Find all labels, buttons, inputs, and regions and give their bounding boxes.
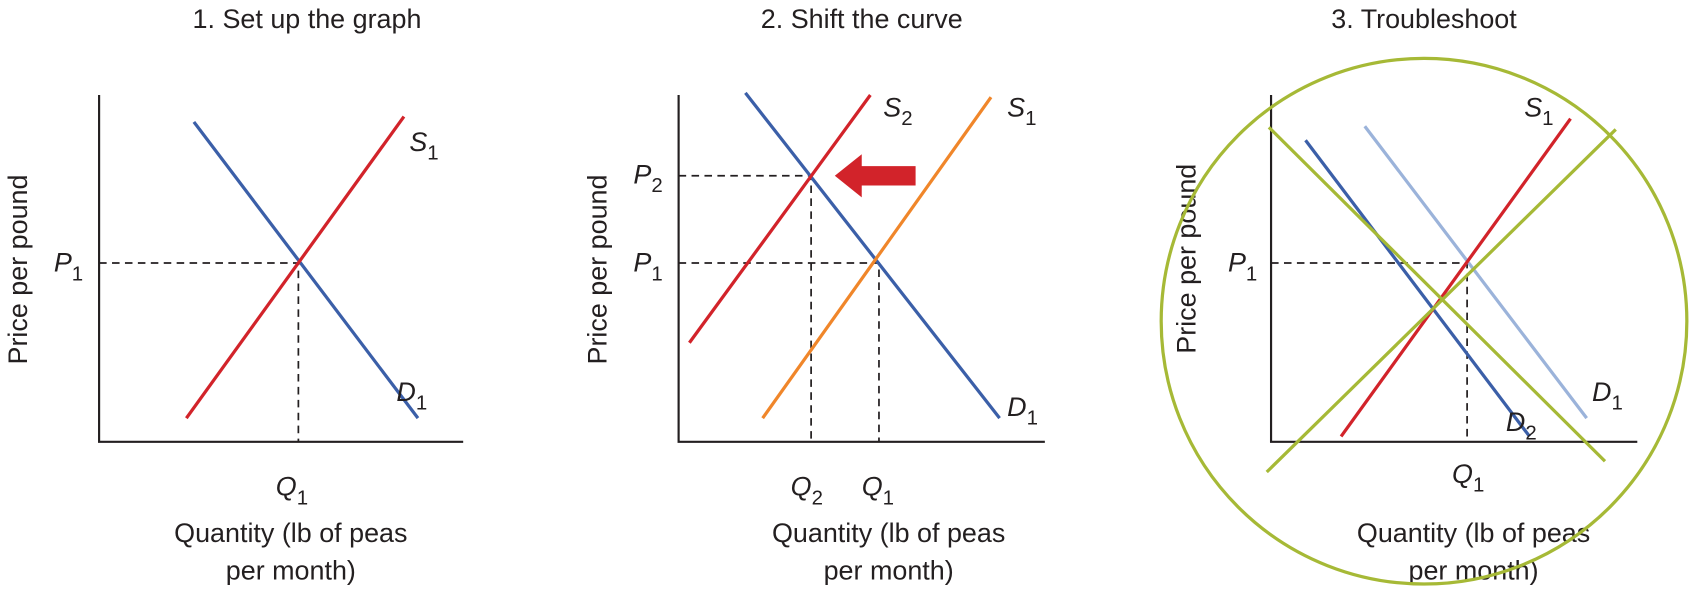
no-sign-cross: [1265, 128, 1617, 474]
label-part: S: [1524, 93, 1542, 123]
curve-label: D1: [396, 377, 427, 415]
supply-curve: [1339, 117, 1572, 438]
panel: 2. Shift the curve Price per pound Quant…: [582, 4, 1045, 586]
price-label: P1: [54, 248, 83, 286]
price-label: P1: [1228, 248, 1257, 286]
curve-label: S2: [883, 93, 912, 131]
supply-curve: [185, 115, 406, 420]
label-part: Q: [1452, 459, 1473, 489]
label-part: 1: [72, 262, 83, 285]
y-axis-label: Price per pound: [582, 175, 612, 365]
demand-curve: [744, 91, 1001, 420]
panel-title: 2. Shift the curve: [761, 4, 963, 34]
label-part: Q: [791, 472, 812, 502]
curve-label: D1: [1592, 377, 1623, 415]
x-axis-label: per month): [824, 556, 954, 586]
curve-label: D1: [1007, 392, 1038, 430]
demand-curve: [1363, 125, 1588, 420]
x-axis-label: Quantity (lb of peas: [174, 518, 407, 548]
no-sign-circle: [1159, 56, 1689, 586]
guide-line: [678, 262, 880, 442]
label-part: D: [1506, 407, 1525, 437]
label-part: D: [396, 377, 415, 407]
panel: 3. Troubleshoot Price per pound Quantity…: [1159, 4, 1689, 586]
curve-label: S1: [1524, 93, 1553, 131]
quantity-label: Q2: [791, 472, 823, 510]
price-label: P1: [633, 248, 662, 286]
x-axis-label: per month): [1409, 556, 1539, 586]
curve-label: S1: [409, 127, 438, 165]
guide-line: [678, 174, 812, 442]
label-part: 2: [901, 107, 912, 130]
label-part: 2: [651, 174, 662, 197]
label-part: 1: [1473, 473, 1484, 496]
label-part: 1: [297, 486, 308, 509]
curve-label: D2: [1506, 407, 1537, 445]
label-part: D: [1592, 377, 1611, 407]
shift-arrow: [834, 154, 916, 198]
curve-label: S1: [1007, 93, 1036, 131]
supply-curve: [761, 96, 993, 420]
supply-curve: [688, 94, 872, 344]
y-axis-label: Price per pound: [1172, 164, 1202, 354]
label-part: 1: [416, 392, 427, 415]
label-part: 1: [1027, 407, 1038, 430]
axes: [677, 94, 1045, 443]
panel-title: 3. Troubleshoot: [1331, 4, 1517, 34]
label-part: 1: [427, 142, 438, 165]
label-part: Q: [276, 472, 297, 502]
label-part: 1: [1542, 107, 1553, 130]
demand-curve: [192, 120, 420, 420]
label-part: P: [633, 248, 651, 278]
x-axis-label: Quantity (lb of peas: [772, 518, 1005, 548]
panel-title: 1. Set up the graph: [193, 4, 422, 34]
price-label: P2: [633, 159, 662, 197]
label-part: 1: [883, 486, 894, 509]
label-part: D: [1007, 392, 1026, 422]
label-part: P: [54, 248, 72, 278]
label-part: Q: [862, 472, 883, 502]
guide-line: [1271, 262, 1468, 442]
quantity-label: Q1: [1452, 459, 1484, 497]
label-part: 1: [651, 262, 662, 285]
axes: [1269, 94, 1638, 443]
no-sign-cross: [1267, 126, 1607, 463]
quantity-label: Q1: [276, 472, 308, 510]
label-part: 2: [812, 486, 823, 509]
label-part: P: [1228, 248, 1246, 278]
x-axis-label: per month): [226, 556, 356, 586]
label-part: 2: [1525, 422, 1536, 445]
x-axis-label: Quantity (lb of peas: [1357, 518, 1590, 548]
quantity-label: Q1: [862, 472, 894, 510]
panel: 1. Set up the graph Price per pound Quan…: [3, 4, 464, 586]
label-part: 1: [1246, 262, 1257, 285]
axes: [98, 94, 464, 443]
demand-curve: [1304, 139, 1531, 438]
y-axis-label: Price per pound: [3, 175, 33, 365]
label-part: S: [1007, 93, 1025, 123]
label-part: S: [409, 127, 427, 157]
label-part: S: [883, 93, 901, 123]
label-part: 1: [1025, 107, 1036, 130]
guide-line: [99, 262, 300, 442]
label-part: 1: [1611, 392, 1622, 415]
label-part: P: [633, 159, 651, 189]
